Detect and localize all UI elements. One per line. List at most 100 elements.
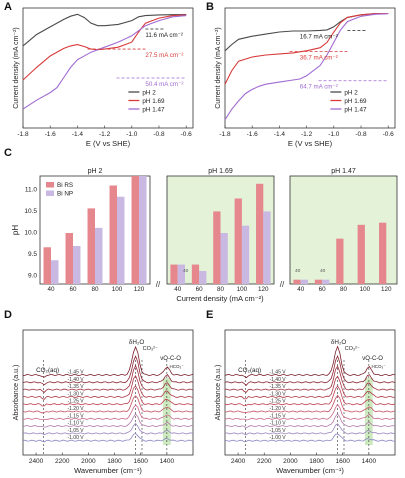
x-tick-label: -0.8: [355, 131, 367, 138]
y-tick-label: 9.0: [28, 273, 37, 280]
x-tick-label: 100: [360, 286, 371, 293]
legend-label: Bi NP: [57, 191, 73, 198]
x-tick-label: 100: [112, 286, 123, 293]
bar-Bi-RS: [87, 208, 95, 284]
potential-label: -1.25 V: [67, 399, 84, 405]
potential-label: -1.40 V: [67, 377, 84, 383]
bar-Bi-RS: [293, 279, 301, 284]
bar-Bi-NP: [73, 245, 81, 284]
panel-b-cv-curves: -1.8 -1.6 -1.4 -1.2 -1.0 -0.8 -0.6 E (V vs SHE)…: [215, 7, 396, 148]
peak-label: CO₂(aq): [238, 367, 261, 374]
spectrum-line: [224, 355, 396, 386]
x-tick-label: 2000: [283, 458, 298, 465]
x-axis-label: Wavenumber (cm⁻¹): [276, 466, 344, 475]
x-tick-label: 2000: [81, 458, 96, 465]
y-axis-label: pH: [11, 225, 20, 235]
spectrum-line: [225, 394, 396, 413]
legend-label: pH 1.69: [142, 98, 165, 105]
x-tick-label: -1.2: [301, 131, 313, 138]
peak-label: CO₂(aq): [36, 367, 59, 374]
potential-label: -1.30 V: [269, 391, 286, 397]
spectrum-line: [22, 385, 194, 407]
spectrum-line: [22, 433, 194, 443]
bar-value-label: 40: [295, 268, 301, 274]
spectrum-line: [224, 375, 396, 400]
x-tick-label: -1.8: [17, 131, 29, 138]
bar-Bi-RS: [336, 238, 344, 284]
bar-Bi-RS: [170, 264, 178, 284]
panel-letter-b: B: [206, 1, 214, 13]
potential-label: -1.45 V: [67, 370, 84, 376]
panel-letter-e: E: [206, 309, 213, 321]
x-tick-label: 1600: [133, 458, 148, 465]
spectrum-line: [22, 395, 194, 414]
y-tick-label: 10.5: [24, 208, 37, 215]
y-axis-label: Current density (mA cm⁻²): [13, 27, 20, 109]
potential-label: -1.10 V: [67, 421, 84, 427]
bar-Bi-NP: [177, 264, 185, 284]
potential-label: -1.00 V: [269, 435, 286, 441]
potential-label: -1.35 V: [269, 384, 286, 390]
y-tick-label: 9.5: [28, 251, 37, 258]
bar-Bi-RS: [234, 198, 242, 284]
x-axis-label: E (V vs SHE): [288, 139, 333, 148]
panel-a-cv-curves: -1.8 -1.6 -1.4 -1.2 -1.0 -0.8 -0.6 E (V vs SHE)…: [13, 7, 194, 148]
panel-letter-a: A: [4, 1, 12, 13]
x-tick-label: 100: [237, 286, 248, 293]
legend-label: pH 1.47: [142, 107, 165, 114]
plateau-value-label: 27.5 mA cm⁻²: [145, 52, 183, 59]
bar-Bi-RS: [131, 176, 139, 284]
bar-Bi-NP: [220, 233, 228, 284]
potential-label: -1.45 V: [269, 370, 286, 376]
bar-Bi-NP: [117, 196, 125, 284]
y-axis-label: Absorbance (a.u.): [13, 365, 20, 421]
x-tick-label: -0.8: [153, 131, 165, 138]
spectrum-line: [22, 364, 194, 393]
peak-label: δH₂O: [331, 339, 346, 346]
series-line-pH-2: [22, 13, 187, 47]
x-tick-label: -1.0: [328, 131, 340, 138]
plot-frame: [224, 7, 396, 129]
x-tick-label: -1.8: [219, 131, 231, 138]
x-tick-label: 80: [217, 286, 225, 293]
panel-d-ir-spectra: 2400 2200 2000 1800 1600 1400 Wavenumber (cm⁻¹…: [13, 329, 194, 475]
spectrum-line: [22, 345, 194, 378]
spectrum-line: [22, 422, 194, 436]
y-tick-label: 11.0: [25, 186, 38, 193]
x-tick-label: 60: [319, 286, 327, 293]
bar-Bi-NP: [322, 279, 330, 284]
peak-label: HCO₃⁻: [371, 364, 386, 369]
peak-label: νO-C-O: [362, 356, 383, 362]
bar-Bi-NP: [199, 271, 207, 284]
spectrum-line: [224, 345, 396, 379]
y-axis-label: Current density (mA cm⁻²): [215, 27, 222, 109]
peak-label: CO₃²⁻: [345, 346, 360, 352]
x-tick-label: -1.6: [45, 131, 57, 138]
potential-label: -1.05 V: [269, 428, 286, 434]
peak-label: νO-C-O: [160, 356, 181, 362]
x-tick-label: -1.6: [247, 131, 259, 138]
spectrum-line: [22, 374, 194, 400]
series-line-pH-1.47: [22, 15, 187, 110]
axis-break-mark: //: [280, 280, 285, 289]
x-tick-label: 80: [340, 286, 348, 293]
x-axis-label: E (V vs SHE): [86, 139, 131, 148]
bar-Bi-RS: [109, 185, 117, 284]
panel-c-ph-bar-chart: 9.0 9.5 10.0 10.5 11.0 pH Current density (mA …: [11, 168, 398, 303]
x-tick-label: 2400: [29, 458, 44, 465]
x-tick-label: 120: [258, 286, 269, 293]
bar-Bi-NP: [300, 279, 308, 284]
x-tick-label: -1.4: [72, 131, 84, 138]
spectrum-line: [224, 423, 396, 436]
x-tick-label: 1400: [160, 458, 175, 465]
spectrum-line: [224, 403, 396, 421]
potential-label: -1.30 V: [67, 391, 84, 397]
bar-Bi-NP: [139, 176, 147, 284]
x-axis-label: Current density (mA cm⁻²): [176, 294, 264, 303]
x-tick-label: 80: [91, 286, 99, 293]
y-tick-label: 10.0: [24, 229, 37, 236]
bar-Bi-RS: [65, 233, 73, 284]
potential-label: -1.25 V: [269, 399, 286, 405]
legend-swatch: [46, 190, 54, 196]
